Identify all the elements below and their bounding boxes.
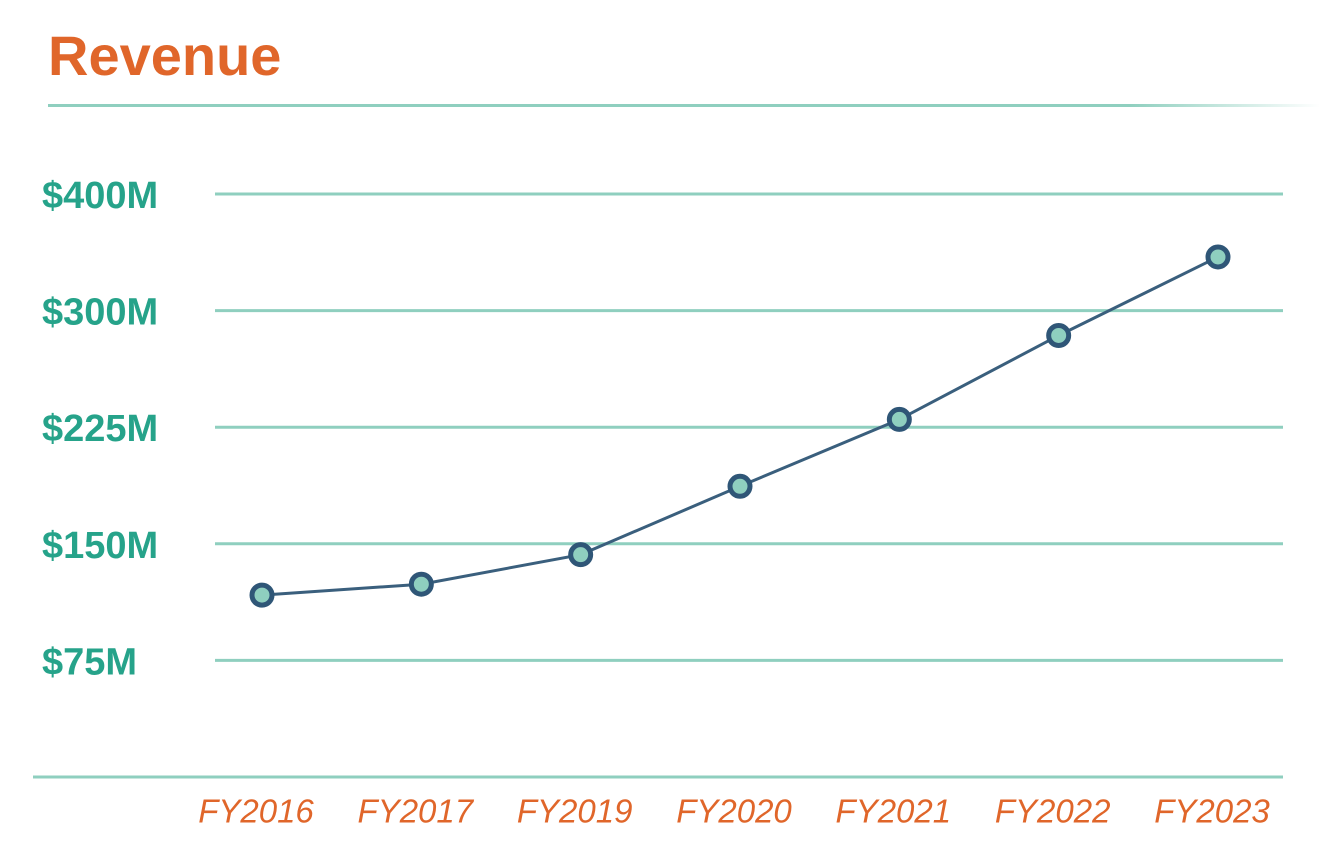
marker xyxy=(886,406,912,432)
y-tick-label: $75M xyxy=(42,641,137,683)
x-tick-label: FY2020 xyxy=(676,793,792,830)
title-rule xyxy=(48,104,1320,107)
marker xyxy=(249,582,275,608)
x-tick-label: FY2016 xyxy=(198,793,314,830)
marker xyxy=(568,542,594,568)
marker xyxy=(408,571,434,597)
marker xyxy=(1046,322,1072,348)
x-tick-label: FY2021 xyxy=(836,793,952,830)
marker xyxy=(1205,244,1231,270)
y-tick-label: $225M xyxy=(42,408,158,450)
x-tick-label: FY2022 xyxy=(995,793,1111,830)
y-tick-label: $400M xyxy=(42,175,158,217)
y-tick-label: $150M xyxy=(42,525,158,567)
marker xyxy=(727,473,753,499)
x-tick-label: FY2017 xyxy=(358,793,475,830)
chart-title: Revenue xyxy=(48,24,281,87)
y-tick-label: $300M xyxy=(42,292,158,334)
x-tick-label: FY2019 xyxy=(517,793,633,830)
x-tick-label: FY2023 xyxy=(1154,793,1270,830)
